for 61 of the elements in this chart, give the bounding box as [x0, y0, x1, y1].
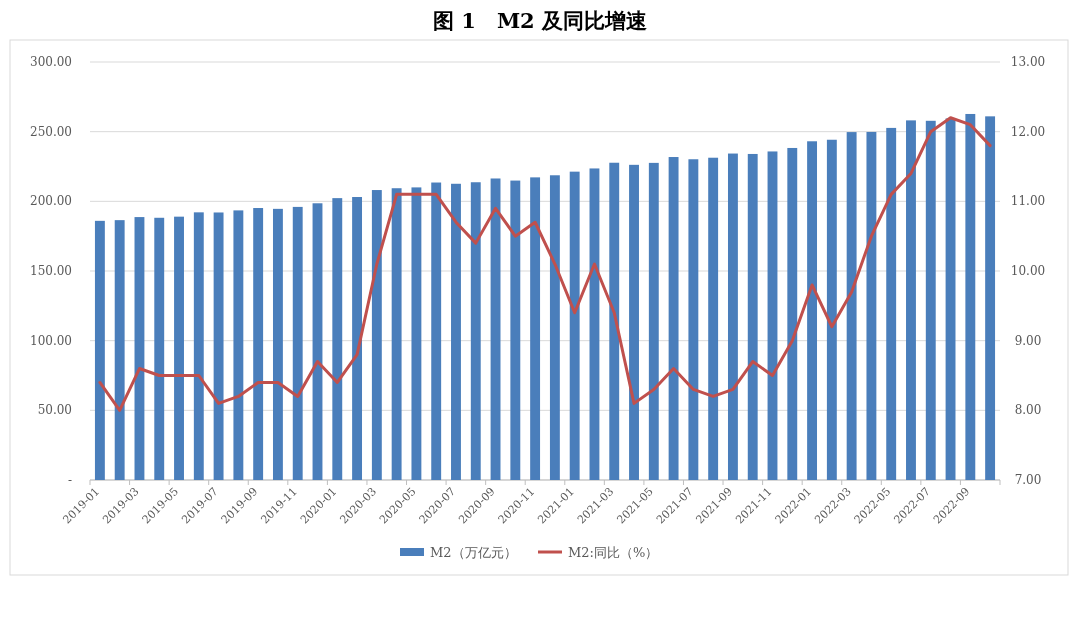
y-tick-label: 100.00 [30, 333, 72, 348]
bar [985, 116, 996, 480]
bar [668, 157, 679, 480]
bar [727, 153, 738, 480]
y-tick-label: 200.00 [30, 194, 72, 209]
bar [945, 118, 956, 480]
bar [352, 197, 363, 480]
bar [470, 182, 481, 480]
bar [94, 220, 105, 480]
legend-label: M2:同比（%） [568, 545, 659, 560]
bar [569, 171, 580, 480]
bar [925, 120, 936, 480]
bar [866, 131, 877, 480]
bar [846, 132, 857, 480]
bar [490, 178, 501, 480]
bar [272, 208, 283, 480]
bar [530, 177, 541, 480]
bar [629, 164, 639, 480]
y-tick-label: - [67, 473, 72, 487]
bar [826, 139, 837, 480]
bar [253, 208, 264, 480]
y2-tick-label: 7.00 [1014, 473, 1042, 487]
bar [965, 113, 976, 480]
bar [609, 162, 620, 480]
bar [708, 157, 719, 480]
y2-tick-label: 12.00 [1010, 124, 1046, 139]
bar [114, 220, 125, 480]
y2-tick-label: 11.00 [1010, 194, 1046, 209]
y-tick-label: 250.00 [30, 124, 72, 139]
bar [154, 217, 165, 480]
y2-tick-label: 10.00 [1010, 264, 1046, 278]
bar [688, 159, 699, 480]
bar [233, 210, 244, 480]
legend-label: M2（万亿元） [430, 545, 517, 560]
bar [807, 141, 818, 480]
bar [747, 153, 758, 480]
y2-tick-label: 9.00 [1014, 333, 1042, 348]
bar [371, 190, 382, 480]
bar [431, 182, 442, 480]
y-tick-label: 150.00 [30, 264, 72, 278]
y-tick-label: 300.00 [30, 55, 72, 69]
bar [332, 198, 343, 480]
bar [411, 187, 422, 480]
bar [767, 151, 778, 480]
bar [510, 180, 521, 480]
bar [391, 188, 402, 480]
bar [886, 127, 897, 480]
bar [451, 183, 461, 480]
bar [174, 216, 184, 480]
bar [648, 162, 659, 480]
y-tick-label: 50.00 [37, 403, 72, 418]
bar [549, 175, 560, 480]
bar [193, 212, 204, 480]
bar [213, 212, 224, 480]
bar [906, 120, 916, 480]
bar [787, 147, 798, 480]
line-series [98, 116, 992, 412]
y2-tick-label: 8.00 [1014, 403, 1042, 418]
bar [292, 206, 303, 480]
y2-tick-label: 13.00 [1010, 55, 1046, 69]
chart-title: 图 1 M2 及同比增速 [432, 8, 648, 33]
